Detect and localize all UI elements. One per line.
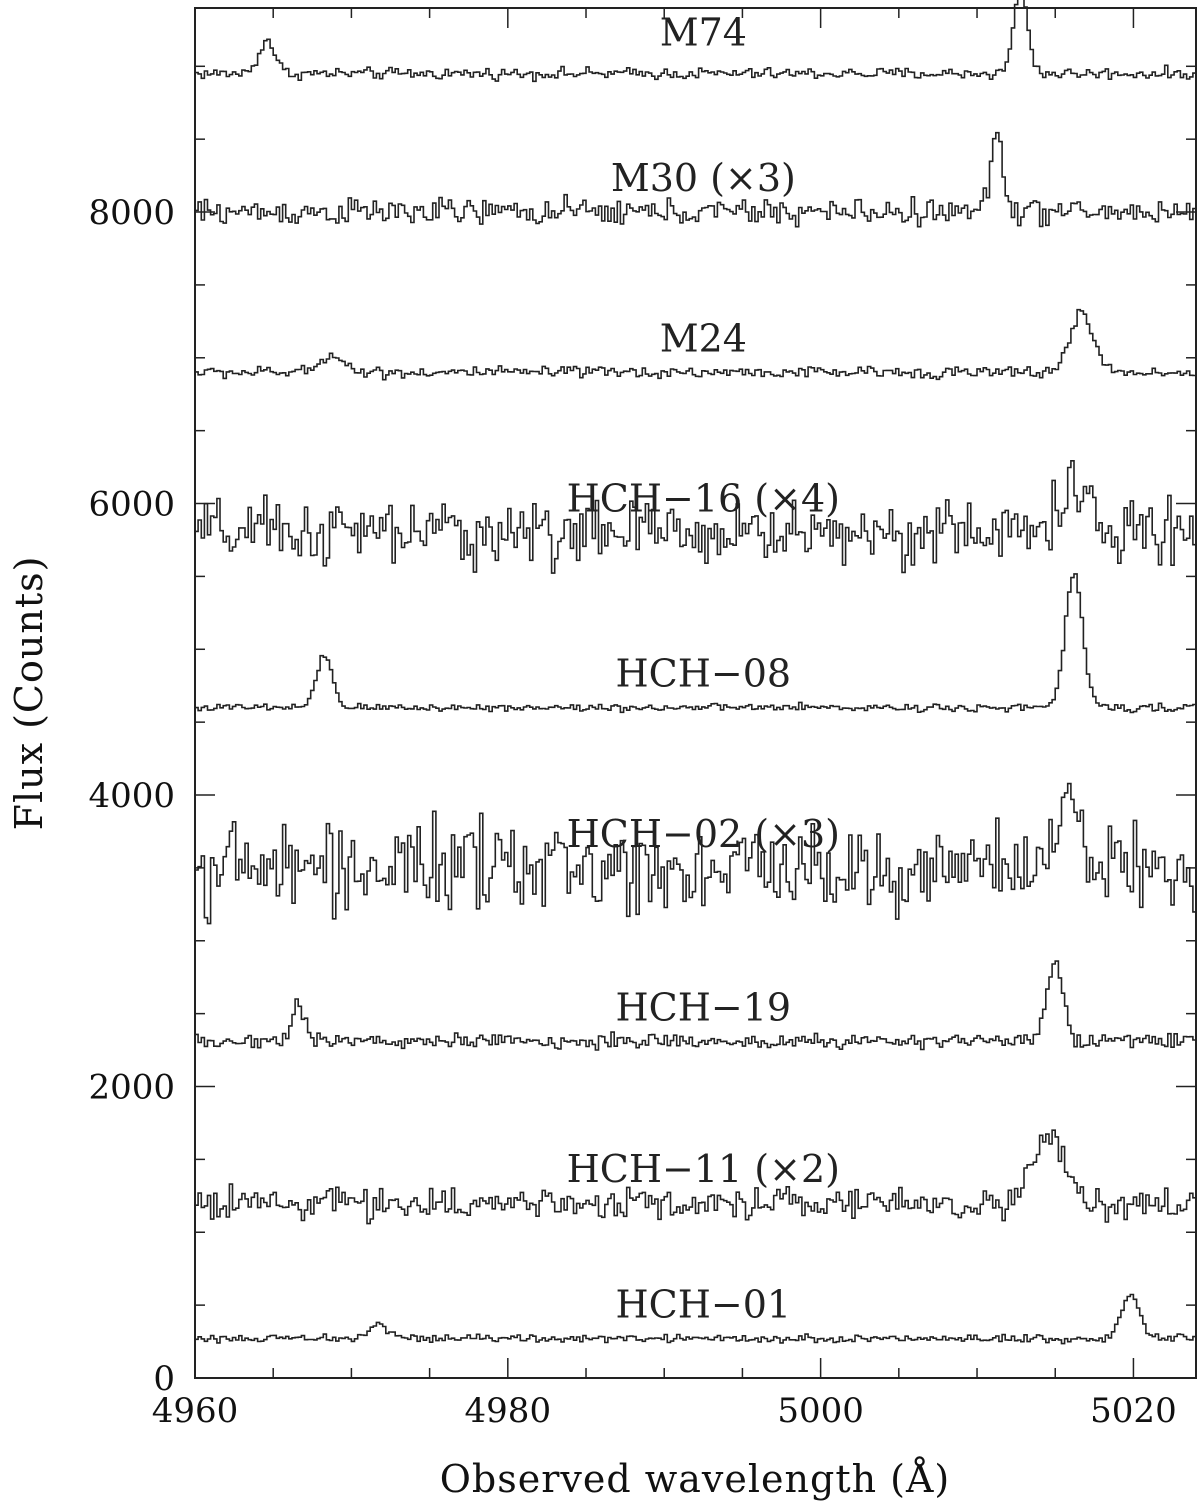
series-label: HCH−08 <box>616 652 792 696</box>
y-tick-label: 4000 <box>88 776 175 816</box>
x-tick-label: 5000 <box>777 1391 864 1431</box>
plot-frame <box>194 7 1197 1379</box>
spectrum-line <box>195 0 1196 83</box>
spectrum-line <box>195 573 1196 714</box>
series-label: HCH−01 <box>616 1283 792 1327</box>
spectrum-line <box>195 1129 1196 1225</box>
spectrum-line <box>195 308 1196 381</box>
series-label: M74 <box>660 10 747 54</box>
y-tick-label: 0 <box>153 1359 175 1399</box>
x-axis-title: Observed wavelength (Å) <box>440 1457 951 1501</box>
y-tick-label: 2000 <box>88 1068 175 1108</box>
series-label: M30 (×3) <box>611 156 796 200</box>
x-tick-label: 5020 <box>1090 1391 1177 1431</box>
spectra-group <box>195 0 1196 1345</box>
axis-tick-labels: 4960 4980 5000 5020 0 2000 4000 6000 8000 <box>88 193 1176 1431</box>
series-labels: M74 M30 (×3) M24 HCH−16 (×4) HCH−08 HCH−02 (×… <box>567 10 840 1326</box>
spectrum-line <box>195 131 1196 228</box>
x-tick-label: 4980 <box>465 1391 552 1431</box>
spectrum-line <box>195 960 1196 1051</box>
axis-ticks <box>194 8 1196 1379</box>
series-label: HCH−16 (×4) <box>567 477 840 521</box>
y-tick-label: 8000 <box>88 193 175 233</box>
series-label: M24 <box>660 316 747 360</box>
spectrum-line <box>195 460 1196 574</box>
series-label: HCH−02 (×3) <box>567 812 840 856</box>
spectrum-line <box>195 782 1196 925</box>
spectrum-line <box>195 1293 1196 1345</box>
y-axis-title: Flux (Counts) <box>7 556 51 831</box>
series-label: HCH−19 <box>616 985 792 1029</box>
y-tick-label: 6000 <box>88 485 175 525</box>
x-tick-label: 4960 <box>152 1391 239 1431</box>
series-label: HCH−11 (×2) <box>567 1147 840 1191</box>
